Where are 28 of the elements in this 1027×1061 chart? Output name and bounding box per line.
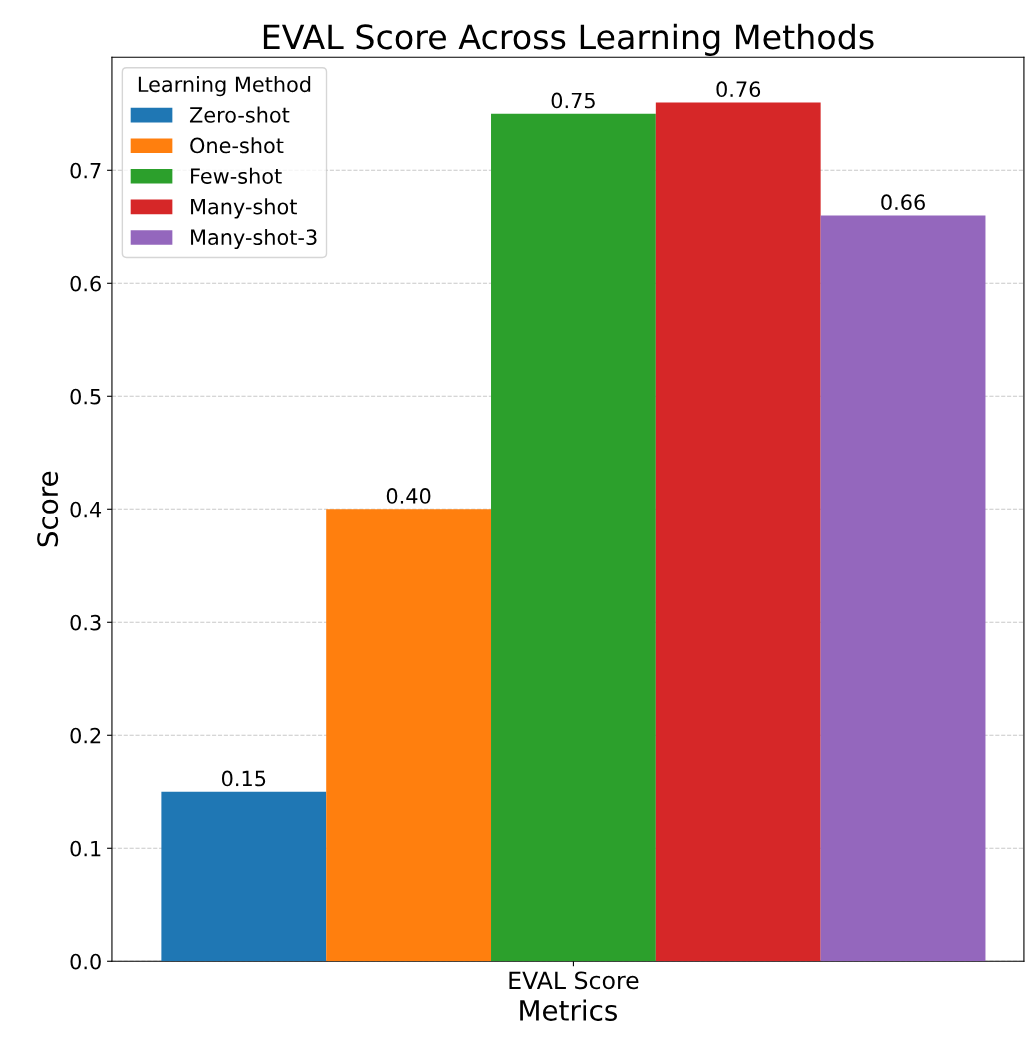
data-label: 0.76 [716, 81, 761, 98]
chart-title: EVAL Score Across Learning Methods [263, 23, 874, 56]
legend-label: Many-shot-3 [191, 228, 317, 250]
y-tick-label: 0.5 [70, 388, 101, 405]
legend-label: Zero-shot [189, 106, 290, 123]
y-tick-label: 0.6 [70, 275, 101, 292]
y-axis-title: Score [37, 471, 59, 547]
y-tick-label: 0.7 [70, 162, 101, 179]
data-label: 0.40 [386, 488, 431, 504]
bar [655, 102, 821, 962]
data-label: 0.75 [551, 92, 595, 109]
legend-label: One-shot [190, 137, 284, 154]
legend-label: Few-shot [191, 167, 282, 184]
y-tick-label: 0.2 [70, 727, 101, 744]
y-tick-label: 0.1 [70, 840, 101, 857]
legend-label: Many-shot [191, 198, 297, 219]
bar [491, 113, 656, 962]
bar [820, 215, 986, 962]
bar [161, 791, 327, 962]
data-label: 0.66 [881, 194, 925, 211]
bar [326, 509, 492, 962]
y-tick-label: 0.4 [70, 501, 102, 518]
y-tick-label: 0.3 [70, 614, 101, 631]
data-label: 0.15 [221, 770, 266, 787]
x-axis-title: Metrics [520, 999, 617, 1021]
x-tick-label: EVAL Score [509, 971, 639, 990]
y-tick-label: 0.0 [70, 953, 101, 970]
legend-title: Learning Method [138, 76, 311, 97]
